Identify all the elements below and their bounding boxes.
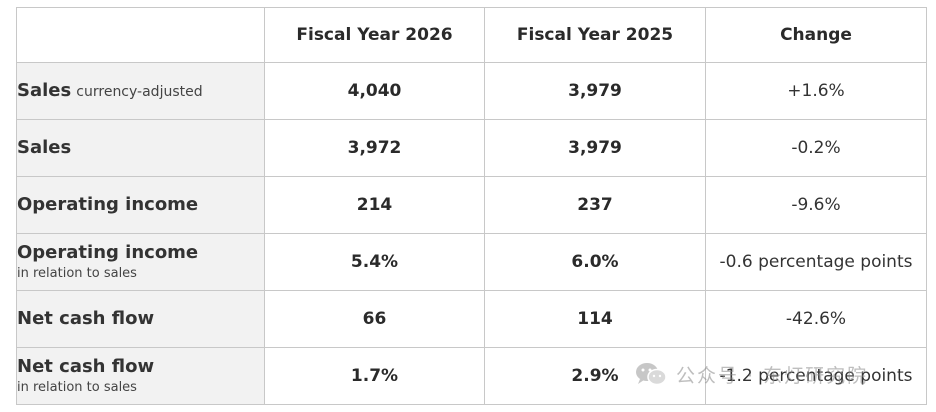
row-label-cell: Operating income in relation to sales (16, 233, 265, 291)
cell-fy2025: 2.9% (484, 347, 706, 405)
cell-change: -0.2% (705, 119, 927, 177)
header-blank-cell (16, 7, 265, 63)
cell-fy2025: 237 (484, 176, 706, 234)
cell-fy2026: 4,040 (264, 62, 485, 120)
table-row-sales-currency-adjusted: Sales currency-adjusted 4,040 3,979 +1.6… (16, 62, 927, 120)
row-label-cell: Net cash flow (16, 290, 265, 348)
row-label-note: currency-adjusted (76, 84, 203, 100)
financial-summary-table: Fiscal Year 2026 Fiscal Year 2025 Change… (16, 7, 927, 405)
cell-fy2026: 1.7% (264, 347, 485, 405)
cell-fy2026: 66 (264, 290, 485, 348)
cell-fy2025: 6.0% (484, 233, 706, 291)
cell-fy2026: 3,972 (264, 119, 485, 177)
row-label-cell: Operating income (16, 176, 265, 234)
cell-fy2026: 5.4% (264, 233, 485, 291)
table-row-sales: Sales 3,972 3,979 -0.2% (16, 119, 927, 177)
cell-change: -9.6% (705, 176, 927, 234)
table-row-operating-income-ratio: Operating income in relation to sales 5.… (16, 233, 927, 291)
header-change: Change (705, 7, 927, 63)
row-label-cell: Sales (16, 119, 265, 177)
row-label-subtext: in relation to sales (17, 379, 137, 395)
cell-change: -0.6 percentage points (705, 233, 927, 291)
row-label: Net cash flow (17, 355, 155, 377)
cell-fy2025: 3,979 (484, 62, 706, 120)
row-label: Operating income (17, 194, 199, 215)
table-row-net-cash-flow: Net cash flow 66 114 -42.6% (16, 290, 927, 348)
table-header-row: Fiscal Year 2026 Fiscal Year 2025 Change (16, 7, 927, 63)
row-label: Net cash flow (17, 308, 155, 329)
cell-change: -1.2 percentage points (705, 347, 927, 405)
row-label-cell: Net cash flow in relation to sales (16, 347, 265, 405)
header-fy2026: Fiscal Year 2026 (264, 7, 485, 63)
row-label: Operating income (17, 241, 199, 263)
cell-change: -42.6% (705, 290, 927, 348)
row-label: Sales (17, 137, 72, 158)
row-label: Sales (17, 80, 72, 101)
row-label-subtext: in relation to sales (17, 265, 137, 281)
table-row-operating-income: Operating income 214 237 -9.6% (16, 176, 927, 234)
row-label-cell: Sales currency-adjusted (16, 62, 265, 120)
cell-fy2026: 214 (264, 176, 485, 234)
table-row-net-cash-flow-ratio: Net cash flow in relation to sales 1.7% … (16, 347, 927, 405)
cell-fy2025: 114 (484, 290, 706, 348)
cell-fy2025: 3,979 (484, 119, 706, 177)
header-fy2025: Fiscal Year 2025 (484, 7, 706, 63)
cell-change: +1.6% (705, 62, 927, 120)
